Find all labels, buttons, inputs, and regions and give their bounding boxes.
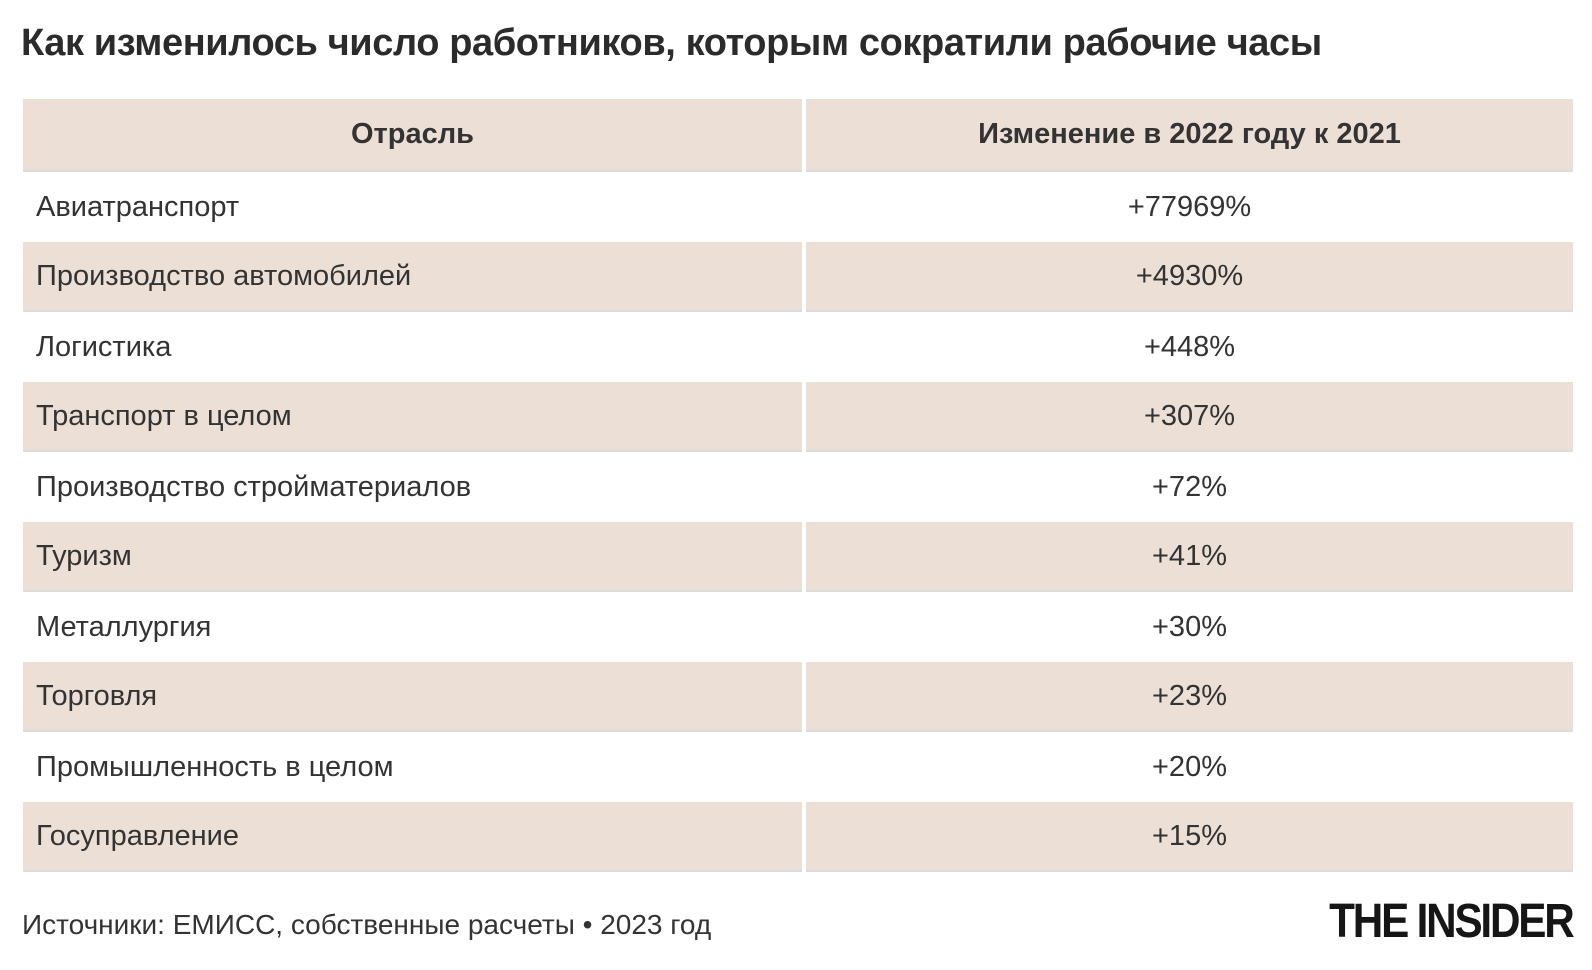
table-row: Производство автомобилей +4930% (23, 242, 1573, 312)
table-row: Логистика +448% (23, 312, 1573, 382)
industry-cell: Промышленность в целом (36, 750, 394, 783)
change-cell: +30% (1152, 610, 1227, 643)
change-cell: +72% (1152, 470, 1227, 503)
change-cell: +448% (1143, 330, 1236, 363)
data-table: Отрасль Изменение в 2022 году к 2021 Ави… (23, 99, 1573, 872)
industry-cell: Транспорт в целом (23, 382, 802, 452)
table-row: Госуправление +15% (23, 802, 1573, 872)
the-insider-logo: THE INSIDER (1329, 895, 1576, 948)
change-cell: +23% (806, 662, 1573, 732)
change-cell: +307% (806, 382, 1573, 452)
table-row: Туризм +41% (23, 522, 1573, 592)
page-title: Как изменилось число работников, которым… (21, 22, 1322, 64)
table-header-row: Отрасль Изменение в 2022 году к 2021 (23, 99, 1573, 172)
change-cell: +20% (1152, 750, 1227, 783)
table-row: Торговля +23% (23, 662, 1573, 732)
table-row: Транспорт в целом +307% (23, 382, 1573, 452)
industry-cell: Авиатранспорт (36, 190, 240, 223)
industry-cell: Производство автомобилей (23, 242, 802, 312)
industry-cell: Логистика (36, 330, 172, 363)
table-row: Металлургия +30% (23, 592, 1573, 662)
table-row: Авиатранспорт +77969% (23, 172, 1573, 242)
industry-cell: Металлургия (36, 610, 212, 643)
industry-cell: Производство стройматериалов (36, 470, 472, 503)
industry-cell: Торговля (23, 662, 802, 732)
change-cell: +15% (806, 802, 1573, 872)
column-header-industry: Отрасль (23, 99, 802, 172)
change-cell: +4930% (806, 242, 1573, 312)
column-header-change: Изменение в 2022 году к 2021 (806, 99, 1573, 172)
change-cell: +77969% (1127, 190, 1252, 223)
industry-cell: Туризм (23, 522, 802, 592)
industry-cell: Госуправление (23, 802, 802, 872)
table-row: Производство стройматериалов +72% (23, 452, 1573, 522)
table-row: Промышленность в целом +20% (23, 732, 1573, 802)
change-cell: +41% (806, 522, 1573, 592)
source-note: Источники: ЕМИСС, собственные расчеты • … (22, 909, 712, 940)
